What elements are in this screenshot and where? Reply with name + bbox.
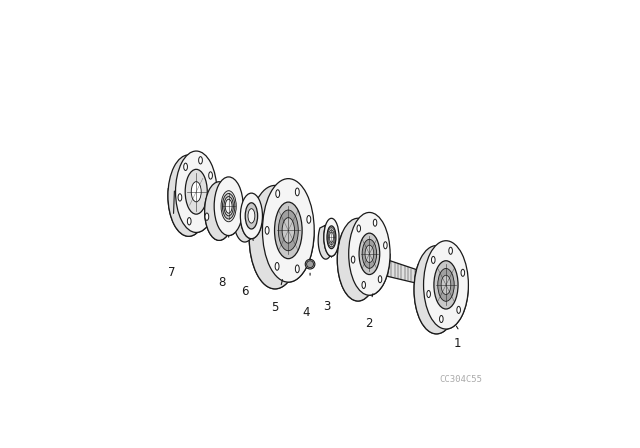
Ellipse shape — [205, 213, 209, 220]
Polygon shape — [358, 250, 428, 286]
Polygon shape — [234, 201, 262, 242]
Ellipse shape — [198, 157, 202, 164]
Ellipse shape — [337, 218, 379, 301]
Text: 6: 6 — [241, 285, 248, 298]
Ellipse shape — [414, 246, 459, 334]
Ellipse shape — [295, 265, 300, 273]
Ellipse shape — [427, 290, 431, 297]
Ellipse shape — [461, 269, 465, 276]
Polygon shape — [249, 204, 314, 289]
Polygon shape — [263, 202, 302, 241]
Ellipse shape — [434, 261, 458, 309]
Ellipse shape — [265, 227, 269, 234]
Ellipse shape — [440, 315, 443, 323]
Ellipse shape — [378, 276, 382, 283]
Ellipse shape — [209, 172, 212, 179]
Ellipse shape — [365, 245, 374, 263]
Ellipse shape — [457, 306, 460, 314]
Ellipse shape — [349, 212, 390, 295]
Ellipse shape — [441, 275, 451, 294]
Text: 1: 1 — [454, 337, 461, 350]
Ellipse shape — [351, 256, 355, 263]
Ellipse shape — [305, 259, 315, 269]
Ellipse shape — [383, 242, 387, 249]
Ellipse shape — [275, 202, 302, 258]
Text: 3: 3 — [324, 300, 331, 313]
Ellipse shape — [328, 228, 335, 247]
Ellipse shape — [359, 233, 380, 275]
Ellipse shape — [248, 209, 255, 223]
Polygon shape — [205, 194, 243, 241]
Ellipse shape — [191, 181, 201, 202]
Ellipse shape — [185, 169, 207, 214]
Ellipse shape — [168, 155, 209, 236]
Ellipse shape — [438, 268, 454, 302]
Ellipse shape — [175, 151, 217, 233]
Ellipse shape — [178, 194, 182, 201]
Ellipse shape — [224, 197, 234, 216]
Ellipse shape — [424, 241, 468, 329]
Ellipse shape — [225, 199, 232, 213]
Polygon shape — [414, 259, 468, 334]
Ellipse shape — [449, 247, 452, 254]
Ellipse shape — [282, 218, 294, 243]
Ellipse shape — [275, 263, 279, 270]
Ellipse shape — [307, 261, 314, 267]
Ellipse shape — [328, 230, 334, 245]
Text: 7: 7 — [168, 266, 176, 279]
Ellipse shape — [324, 218, 339, 256]
Ellipse shape — [373, 219, 377, 226]
Text: CC304C55: CC304C55 — [439, 375, 483, 384]
Ellipse shape — [223, 194, 235, 219]
Text: 4: 4 — [303, 306, 310, 319]
Ellipse shape — [431, 256, 435, 263]
Text: 5: 5 — [271, 301, 278, 314]
Ellipse shape — [214, 177, 243, 236]
Ellipse shape — [357, 225, 360, 232]
Ellipse shape — [276, 190, 280, 198]
Ellipse shape — [278, 210, 298, 251]
Text: 8: 8 — [218, 276, 225, 289]
Ellipse shape — [330, 232, 333, 242]
Ellipse shape — [205, 182, 234, 241]
Polygon shape — [318, 225, 339, 259]
Ellipse shape — [362, 239, 376, 268]
Ellipse shape — [241, 193, 262, 239]
Text: 2: 2 — [365, 317, 372, 330]
Ellipse shape — [221, 191, 236, 222]
Ellipse shape — [188, 218, 191, 225]
Polygon shape — [168, 185, 217, 236]
Ellipse shape — [245, 203, 258, 229]
Ellipse shape — [184, 163, 188, 170]
Polygon shape — [337, 227, 390, 301]
Ellipse shape — [307, 215, 311, 223]
Ellipse shape — [362, 281, 365, 289]
Ellipse shape — [295, 188, 300, 196]
Ellipse shape — [327, 226, 336, 249]
Ellipse shape — [249, 185, 301, 289]
Ellipse shape — [262, 179, 314, 282]
